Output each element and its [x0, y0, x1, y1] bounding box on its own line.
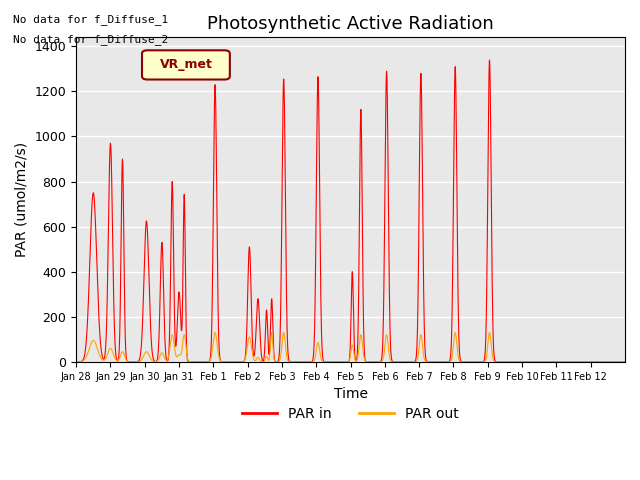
X-axis label: Time: Time — [333, 387, 367, 401]
Title: Photosynthetic Active Radiation: Photosynthetic Active Radiation — [207, 15, 494, 33]
FancyBboxPatch shape — [142, 50, 230, 80]
Text: No data for f_Diffuse_2: No data for f_Diffuse_2 — [13, 34, 168, 45]
Text: VR_met: VR_met — [159, 59, 212, 72]
Legend: PAR in, PAR out: PAR in, PAR out — [237, 401, 465, 426]
Text: No data for f_Diffuse_1: No data for f_Diffuse_1 — [13, 14, 168, 25]
Y-axis label: PAR (umol/m2/s): PAR (umol/m2/s) — [15, 142, 29, 257]
